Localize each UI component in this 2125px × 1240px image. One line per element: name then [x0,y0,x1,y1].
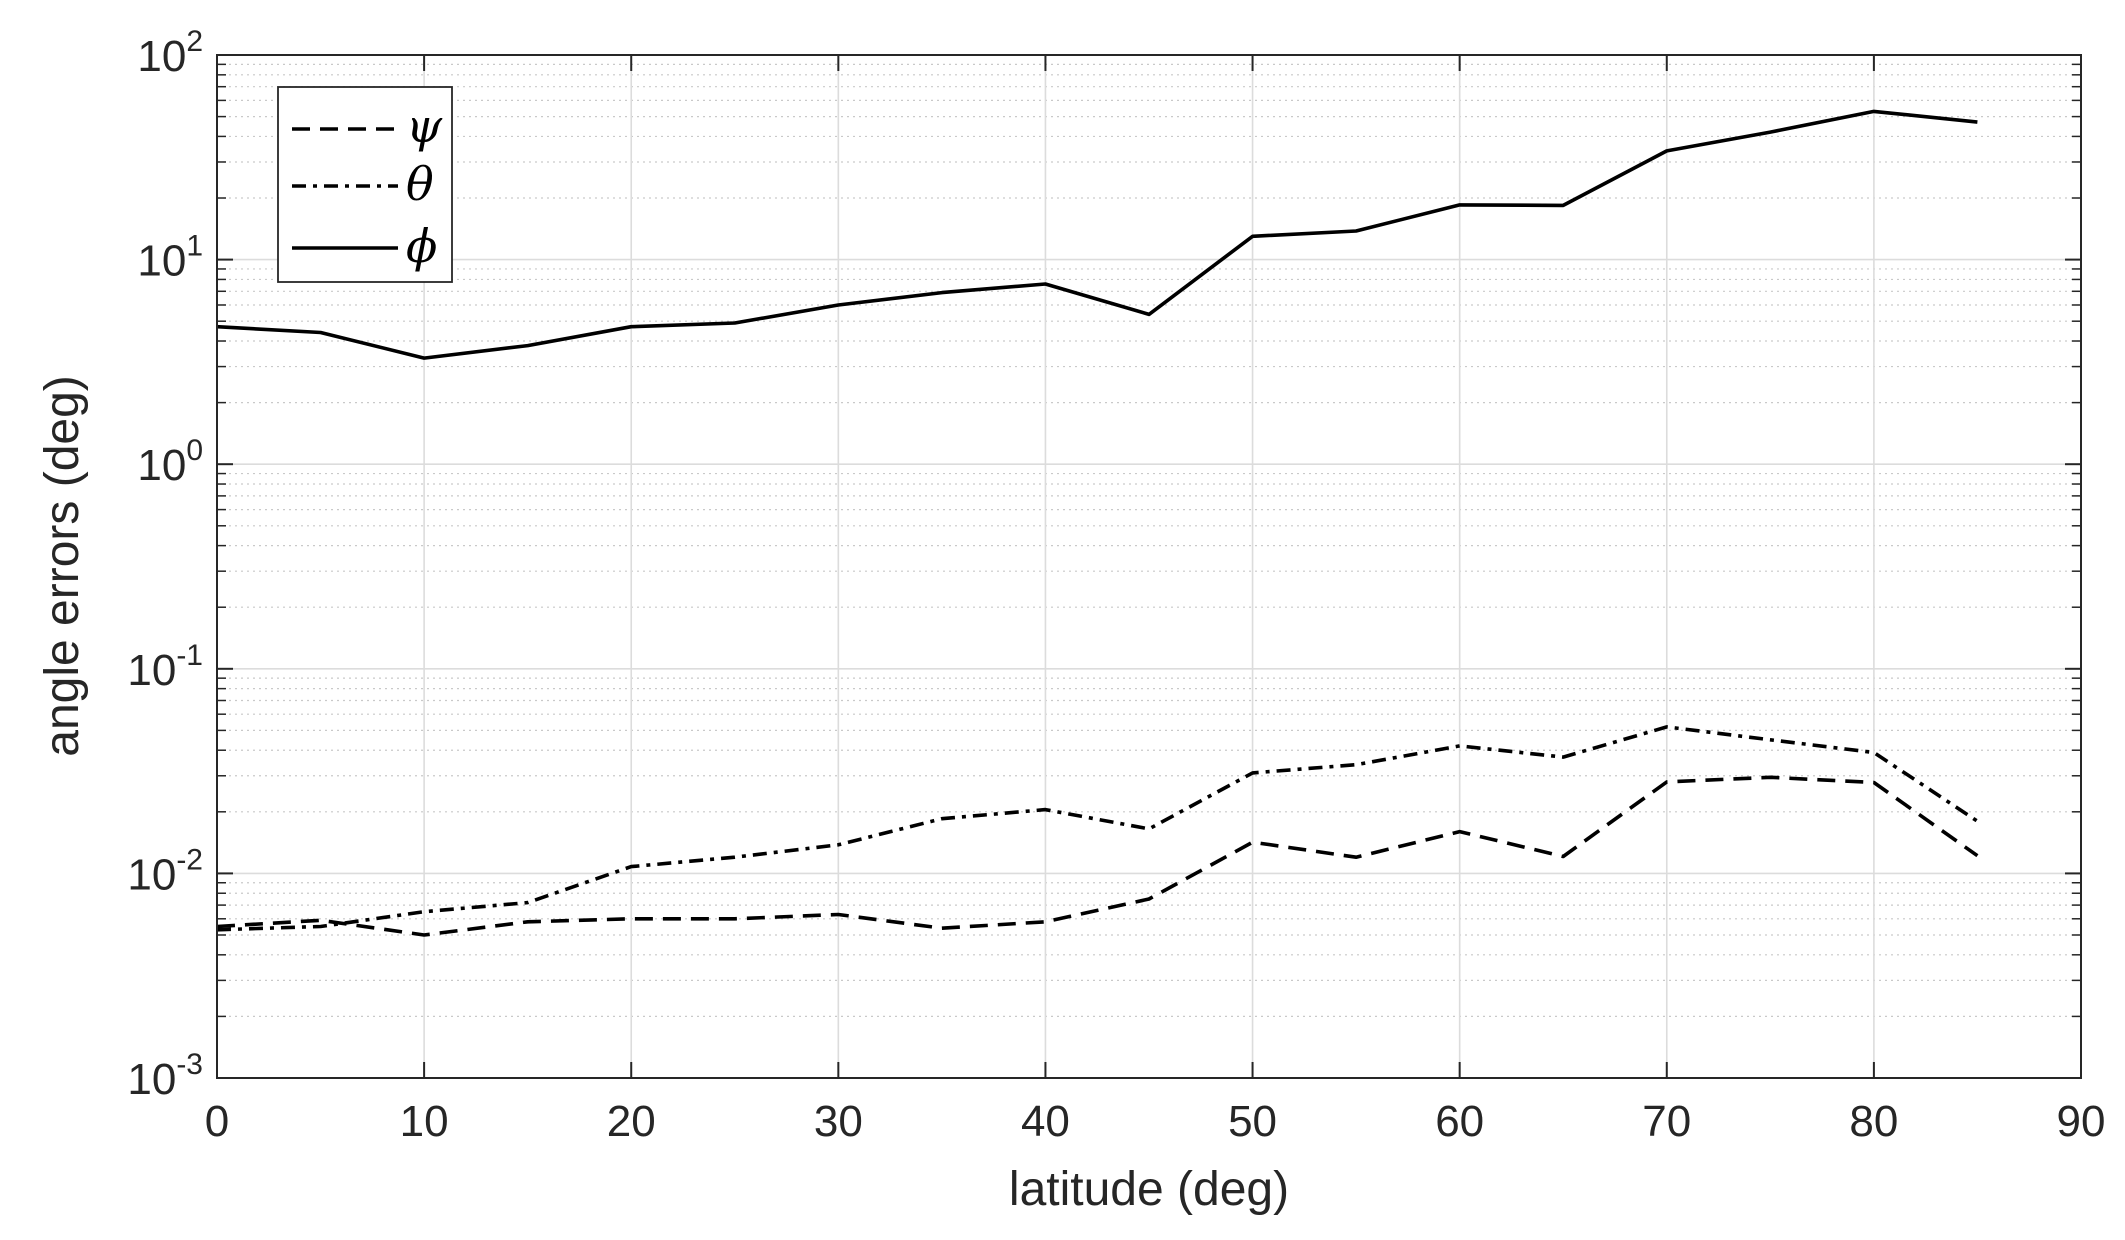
x-axis-title: latitude (deg) [1009,1163,1289,1216]
y-tick-label: 10-2 [127,843,203,899]
x-tick-label: 0 [205,1097,229,1146]
series-line-phi [216,109,1978,360]
axis-ticks [216,54,2082,1079]
y-tick-label: 10-3 [127,1048,203,1104]
legend-label-psi: ψ [406,99,443,153]
y-tick-label: 102 [137,25,203,81]
plot-frame [216,54,2082,1079]
y-axis-title: angle errors (deg) [36,375,89,757]
x-tick-label: 90 [2057,1097,2106,1146]
y-tick-label: 101 [137,230,203,286]
x-tick-label: 40 [1021,1097,1070,1146]
legend-label-theta: θ [406,157,434,211]
tick-labels: 102 101 100 10-1 10-2 10-30 10 20 30 40 50 60 70 80 90 [127,25,2105,1146]
x-tick-label: 80 [1849,1097,1898,1146]
x-tick-label: 50 [1228,1097,1277,1146]
series-line-theta [216,725,1979,932]
x-tick-label: 60 [1435,1097,1484,1146]
legend-label-phi: ϕ [406,219,437,273]
series-line-psi [216,775,1979,937]
legend: ψ θ ϕ [277,86,453,283]
x-tick-label: 70 [1642,1097,1691,1146]
x-tick-label: 10 [400,1097,449,1146]
x-tick-label: 30 [814,1097,863,1146]
y-tick-label: 10-1 [127,639,203,695]
y-tick-label: 100 [137,434,203,490]
series-layer [216,109,1979,937]
x-tick-label: 20 [607,1097,656,1146]
